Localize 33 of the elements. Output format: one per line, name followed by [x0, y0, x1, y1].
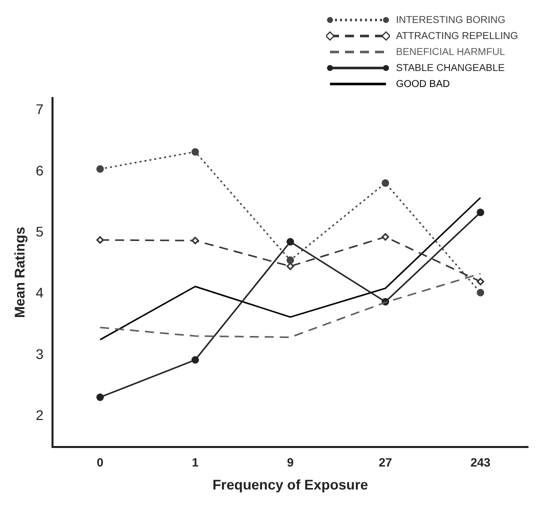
x-tick-label: 243 — [470, 455, 491, 470]
point — [191, 236, 199, 244]
point — [476, 278, 484, 286]
point — [96, 393, 104, 401]
y-tick-label: 6 — [36, 162, 44, 178]
point — [476, 288, 484, 296]
x-axis-title: Frequency of Exposure — [212, 476, 368, 492]
point — [96, 236, 104, 244]
point — [382, 233, 390, 241]
legend-label: ATTRACTING REPELLING — [396, 30, 518, 42]
y-tick-label: 3 — [36, 346, 44, 362]
point — [382, 179, 390, 187]
y-tick-label: 7 — [36, 101, 44, 118]
point — [476, 208, 484, 216]
y-axis-title: Mean Ratings — [11, 226, 28, 318]
legend-label: INTERESTING BORING — [396, 14, 506, 26]
line-series — [99, 272, 482, 338]
x-tick-label: 9 — [286, 455, 294, 470]
text: GOOD BAD — [396, 78, 450, 90]
point — [96, 165, 104, 173]
x-tick-label: 27 — [378, 455, 392, 470]
y-tick-label: 4 — [36, 284, 44, 301]
y-tick-label: 5 — [36, 223, 44, 240]
text: BENEFICIAL HARMFUL — [396, 46, 506, 58]
point — [286, 262, 294, 270]
y-tick-label: 2 — [36, 407, 44, 424]
legend-label: STABLE CHANGEABLE — [396, 62, 505, 74]
x-tick-label: 1 — [192, 455, 199, 470]
x-tick-label: 0 — [96, 455, 104, 470]
point — [286, 238, 294, 246]
point — [286, 256, 294, 264]
point — [191, 356, 199, 364]
point — [191, 148, 199, 156]
